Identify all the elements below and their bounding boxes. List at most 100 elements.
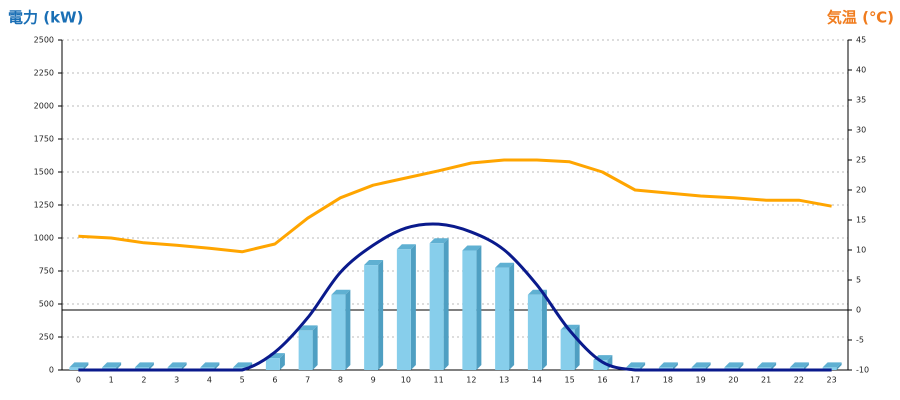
bar-side [214,362,220,370]
bar-top [200,362,220,368]
bar-top [102,362,122,368]
bar-top [495,262,515,268]
y-tick-label: 1000 [34,234,54,243]
bar-top [658,362,678,368]
x-tick-label: 9 [371,376,376,385]
x-tick-label: 7 [305,376,310,385]
y-tick-label: 2250 [34,69,54,78]
y-tick-label: 1500 [34,168,54,177]
bar-top [822,362,842,368]
x-tick-label: 8 [338,376,343,385]
bar-side [83,362,89,370]
line [78,222,832,372]
x-tick-label: 19 [696,376,706,385]
y2-tick-label: 25 [856,156,866,165]
bar-top [298,325,318,331]
y2-tick-label: -5 [856,336,864,345]
y2-tick-label: 10 [856,246,866,255]
y-tick-label: 2000 [34,102,54,111]
bar-side [640,362,646,370]
bar [593,360,608,370]
bar-side [279,353,285,370]
x-tick-label: 0 [76,376,81,385]
x-tick-label: 10 [401,376,411,385]
bar-top [233,362,253,368]
x-tick-label: 18 [663,376,673,385]
y2-tick-label: 0 [856,306,861,315]
y2-tick-label: 45 [856,36,866,45]
y-tick-label: 2500 [34,36,54,45]
bar-top [724,362,744,368]
bar [364,265,379,370]
bar [560,329,575,370]
x-tick-label: 14 [532,376,542,385]
y2-tick-label: 30 [856,126,866,135]
bar-side [148,362,154,370]
bar-side [410,244,416,370]
bar-top [396,244,416,250]
x-tick-label: 3 [174,376,179,385]
left-axis-title: 電力 (kW) [8,9,83,27]
bar-top [364,260,384,266]
x-tick-label: 13 [499,376,509,385]
bar-side [738,362,744,370]
y2-tick-label: 20 [856,186,866,195]
x-tick-label: 4 [207,376,212,385]
bar-side [574,324,580,370]
bar-top [757,362,777,368]
x-tick-label: 11 [434,376,444,385]
x-tick-label: 6 [272,376,277,385]
bar-side [476,245,482,370]
x-tick-label: 21 [761,376,771,385]
x-tick-label: 15 [565,376,575,385]
bar-side [443,238,449,370]
bar [527,294,542,370]
bar-top [429,238,449,244]
line [78,158,832,254]
bar-side [312,325,318,370]
bar [265,358,280,370]
x-tick-label: 1 [109,376,114,385]
bar [429,243,444,370]
bar-top [69,362,89,368]
bar-side [836,362,842,370]
bar-side [771,362,777,370]
y2-tick-label: 35 [856,96,866,105]
y2-tick-label: -10 [856,366,869,375]
y-tick-label: 500 [39,300,54,309]
bar-side [378,260,384,370]
bar-side [672,362,678,370]
y-tick-label: 250 [39,333,54,342]
bar-side [803,362,809,370]
bar-side [509,262,515,370]
y-tick-label: 1750 [34,135,54,144]
bar [298,330,313,370]
bar-side [345,289,351,370]
x-tick-label: 5 [240,376,245,385]
y-tick-label: 750 [39,267,54,276]
bar-top [462,245,482,251]
x-tick-label: 17 [630,376,640,385]
bar-top [691,362,711,368]
bar-side [181,362,187,370]
bar-top [167,362,187,368]
x-tick-label: 2 [141,376,146,385]
bar-top [789,362,809,368]
bar-side [541,289,547,370]
y2-tick-label: 40 [856,66,866,75]
x-tick-label: 12 [466,376,476,385]
bar-side [705,362,711,370]
x-tick-label: 20 [728,376,738,385]
right-axis-title: 気温 (℃) [827,9,894,27]
bar [331,294,346,370]
y-tick-label: 1250 [34,201,54,210]
bar [462,250,477,370]
bar [396,249,411,370]
bar [69,367,84,370]
x-tick-label: 23 [827,376,837,385]
bar-top [134,362,154,368]
x-tick-label: 22 [794,376,804,385]
bar [495,267,510,370]
y2-tick-label: 15 [856,216,866,225]
